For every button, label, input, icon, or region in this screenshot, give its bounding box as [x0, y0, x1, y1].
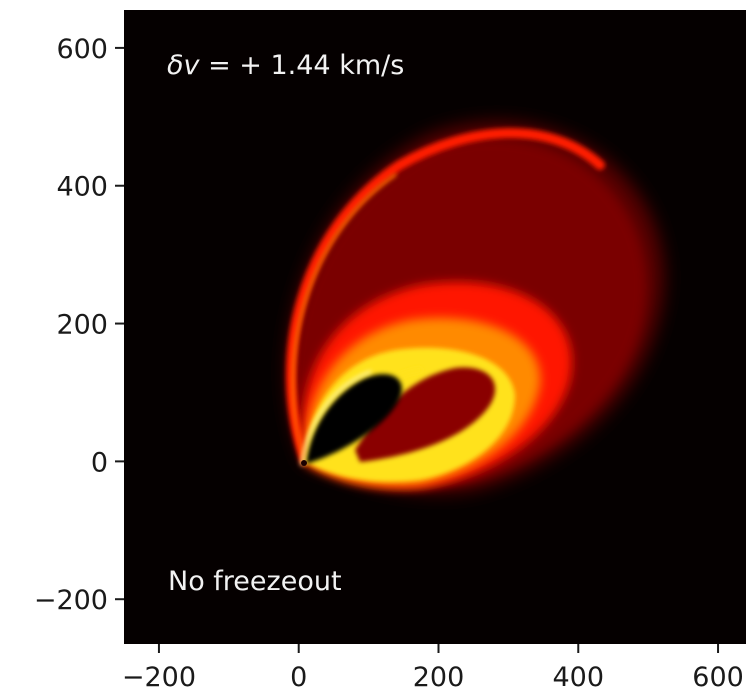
central-hole — [306, 374, 402, 464]
x-tick-label: −200 — [122, 662, 196, 693]
y-tick-label: 200 — [56, 310, 108, 341]
hole-rim — [300, 370, 372, 466]
outer-arc — [285, 128, 605, 465]
x-tick-label: 0 — [290, 662, 307, 693]
y-tick-label: 600 — [56, 34, 108, 65]
x-tick-label: 400 — [552, 662, 604, 693]
y-tick-label: 0 — [91, 447, 108, 478]
right-lobe-hole — [355, 367, 496, 462]
freezeout-annotation: No freezeout — [168, 566, 342, 597]
outer-arc-core — [291, 173, 397, 462]
x-tick-label: 600 — [692, 662, 744, 693]
velocity-annotation-text: = + 1.44 km/s — [200, 50, 405, 81]
y-tick-label: −200 — [34, 585, 108, 616]
velocity-annotation: δv = + 1.44 km/s — [167, 50, 404, 81]
y-axis: −200 0 200 400 600 — [34, 34, 124, 616]
x-axis: −200 0 200 400 600 — [122, 644, 744, 693]
y-tick-label: 400 — [56, 172, 108, 203]
source-point — [301, 460, 307, 466]
emission-map — [285, 122, 664, 493]
x-tick-label: 200 — [413, 662, 465, 693]
